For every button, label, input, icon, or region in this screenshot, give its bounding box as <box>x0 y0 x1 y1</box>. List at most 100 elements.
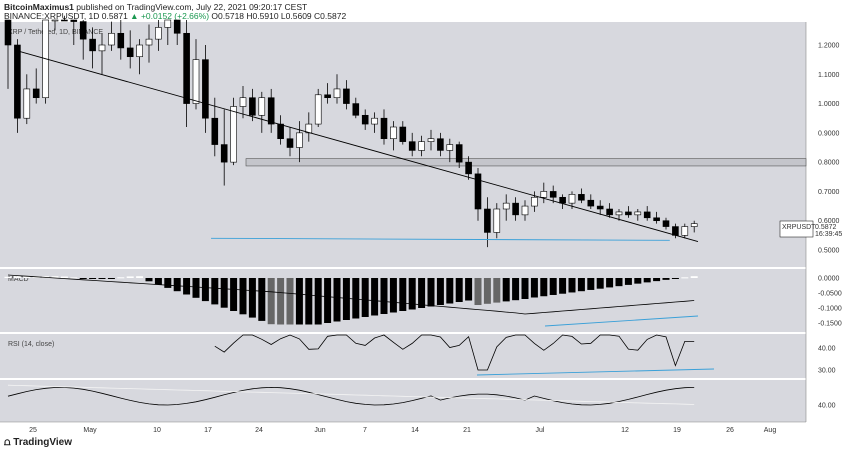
oscillator-signal <box>7 384 695 405</box>
candle-body <box>361 114 369 125</box>
candle-body <box>164 19 172 28</box>
macd-bar <box>568 278 576 293</box>
macd-bar <box>305 278 313 325</box>
candle-body <box>343 88 350 104</box>
macd-bar <box>540 278 548 297</box>
last-price: 0.5871 <box>101 11 128 21</box>
candle-body <box>108 32 115 46</box>
rsi-axis[interactable]: 40.00 30.00 <box>818 346 836 375</box>
time-tick: 17 <box>204 427 212 434</box>
candle-body <box>4 19 12 46</box>
macd-bar <box>643 278 651 283</box>
macd-bar <box>408 278 416 310</box>
candle-body <box>455 144 463 163</box>
macd-bar <box>483 278 491 304</box>
price-tick: 1.0000 <box>818 101 840 108</box>
candle-body <box>155 27 162 40</box>
macd-bar <box>662 278 670 280</box>
macd-bar <box>530 278 538 298</box>
macd-bar <box>333 278 341 322</box>
candle-body <box>23 88 31 119</box>
candle-body <box>220 144 228 163</box>
macd-title: MACD <box>8 276 29 283</box>
macd-bar <box>559 278 567 294</box>
macd-bar <box>399 278 407 311</box>
candle-body <box>465 161 472 175</box>
macd-bar <box>465 278 473 301</box>
macd-bar <box>389 278 397 313</box>
macd-bar <box>502 278 510 302</box>
macd-bar <box>606 278 614 288</box>
candle-body <box>296 132 303 148</box>
candle-body <box>446 144 454 151</box>
macd-bar <box>596 278 604 289</box>
candle-body <box>427 138 435 142</box>
osc-axis[interactable]: 40.00 <box>818 403 836 410</box>
open-value: 0.5718 <box>218 11 245 21</box>
candle-body <box>521 205 529 216</box>
time-tick: 14 <box>411 427 419 434</box>
resistance-zone <box>245 158 807 167</box>
candle-body <box>79 21 87 40</box>
candle-body <box>61 19 68 22</box>
macd-bar <box>455 278 463 302</box>
macd-bar <box>145 278 153 282</box>
macd-bar <box>13 276 21 278</box>
macd-line <box>7 274 695 315</box>
macd-bar <box>4 276 12 278</box>
macd-bar <box>690 276 698 278</box>
support-line <box>211 237 670 241</box>
symbol-line: BINANCE:XRPUSDT, 1D <box>4 11 100 21</box>
tradingview-logo[interactable]: ⩍ TradingView <box>4 437 72 448</box>
price-tick: 1.1000 <box>818 72 840 79</box>
candle-body <box>117 32 125 49</box>
macd-bar <box>521 278 529 299</box>
time-tick: 21 <box>463 427 471 434</box>
candle-body <box>239 97 247 107</box>
author-name[interactable]: BitcoinMaximus1 <box>4 2 74 12</box>
candle-body <box>672 226 679 236</box>
macd-bar <box>107 278 115 279</box>
macd-bar <box>624 278 632 285</box>
price-axis[interactable]: 1.2000 1.1000 1.0000 0.9000 0.8000 0.7000 0.60… <box>818 43 840 255</box>
up-arrow-icon: ▲ <box>130 11 139 21</box>
time-tick: Jun <box>314 427 325 434</box>
macd-bar <box>493 278 501 303</box>
rsi-divergence-line <box>476 368 715 376</box>
candle-body <box>249 97 256 116</box>
high-value: 0.5910 <box>252 11 279 21</box>
symbol-header: BINANCE:XRPUSDT, 1D 0.5871 ▲ +0.0152 (+2… <box>4 11 346 21</box>
oscillator-line <box>7 386 695 406</box>
rsi-pane-bg <box>0 334 806 378</box>
candle-body <box>352 103 360 116</box>
candle-body <box>634 211 642 216</box>
macd-axis[interactable]: 0.0000 -0.0500 -0.1000 -0.1500 <box>818 276 842 328</box>
publish-info: published on TradingView.com, July 22, 2… <box>76 2 308 12</box>
candle-body <box>51 19 59 22</box>
candle-body <box>14 44 21 119</box>
macd-bar <box>267 278 275 325</box>
candle-body <box>399 126 407 142</box>
candle-body <box>211 117 219 145</box>
price-tick: 0.8000 <box>818 160 840 167</box>
candle-body <box>493 208 501 233</box>
rsi-line <box>214 334 695 371</box>
macd-bar <box>324 278 332 323</box>
macd-bar <box>361 278 369 317</box>
time-axis[interactable]: 25 May 10 17 24 Jun 7 14 21 Jul 12 19 26 Aug <box>29 427 776 434</box>
macd-bar <box>23 276 31 278</box>
high-label: H <box>246 11 253 21</box>
candle-body <box>606 208 613 216</box>
candle-body <box>324 94 331 99</box>
macd-bar <box>239 278 247 315</box>
candle-body <box>662 220 670 227</box>
candle-body <box>258 97 266 116</box>
candle-body <box>314 94 322 125</box>
candle-body <box>89 38 96 52</box>
price-tag-box <box>779 220 814 238</box>
macd-tick: 0.0000 <box>818 276 840 283</box>
candle-body <box>286 138 294 148</box>
macd-bar <box>342 278 350 320</box>
macd-bar <box>258 278 266 321</box>
